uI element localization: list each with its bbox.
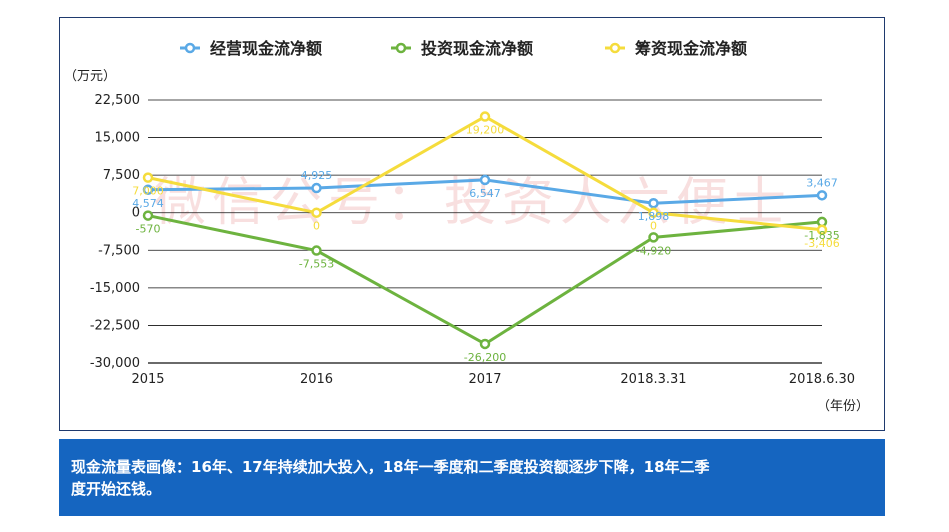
- data-label: 1,898: [638, 210, 670, 223]
- data-label: -1,835: [804, 229, 839, 242]
- legend-label: 筹资现金流净额: [635, 39, 747, 58]
- watermark-text: 微信公号：投资人六便士: [154, 173, 792, 233]
- data-point: [648, 232, 659, 243]
- line-chart: 微信公号：投资人六便士 22,500 15,000 7,500 0 -7,500 -15,0…: [64, 39, 869, 414]
- x-tick-label: 2016: [300, 372, 333, 387]
- data-point: [311, 207, 322, 218]
- data-label: 0: [650, 220, 657, 233]
- data-label: 6,547: [469, 187, 501, 200]
- x-tick-label: 2018.6.30: [789, 372, 855, 387]
- summary-line-2: 度开始还钱。: [71, 480, 162, 498]
- data-point: [311, 245, 322, 256]
- legend-swatch-marker: [184, 42, 196, 54]
- legend-label: 投资现金流净额: [421, 39, 533, 58]
- data-label: 0: [313, 220, 320, 233]
- data-point: [142, 184, 154, 196]
- data-label: -7,553: [299, 258, 334, 271]
- y-tick-label: -22,500: [90, 318, 140, 333]
- data-point: [479, 111, 491, 122]
- data-point: [816, 224, 828, 236]
- data-label: 3,467: [806, 176, 838, 189]
- data-label: 4,574: [132, 197, 164, 210]
- y-axis-unit: （万元）: [64, 69, 116, 84]
- data-label: -26,200: [464, 351, 506, 364]
- x-tick-label: 2017: [468, 372, 501, 387]
- y-tick-label: 0: [132, 206, 140, 221]
- chart-frame: 微信公号：投资人六便士 22,500 15,000 7,500 0 -7,500 -15,0…: [59, 17, 885, 431]
- data-point: [648, 207, 659, 218]
- x-axis-unit: （年份）: [817, 399, 869, 414]
- y-tick-label: 7,500: [103, 168, 140, 183]
- data-point: [648, 197, 659, 209]
- summary-box: 现金流量表画像：16年、17年持续加大投入，18年一季度和二季度投资额逐步下降，…: [59, 439, 885, 516]
- data-label: 19,200: [466, 124, 505, 137]
- legend-label: 经营现金流净额: [210, 39, 322, 58]
- series-line-1: [147, 214, 823, 346]
- legend-swatch-marker: [395, 42, 407, 54]
- y-tick-label: -7,500: [98, 243, 140, 258]
- legend-swatch-marker: [609, 42, 621, 54]
- data-label: -3,406: [804, 237, 839, 250]
- data-label: -570: [136, 223, 161, 236]
- y-tick-label: 15,000: [95, 131, 141, 146]
- data-point: [142, 172, 154, 183]
- data-label: -4,920: [636, 244, 671, 257]
- x-tick-label: 2018.3.31: [620, 372, 686, 387]
- data-point: [311, 182, 322, 194]
- data-point: [479, 174, 491, 186]
- data-point: [142, 210, 154, 221]
- data-label: 4,925: [301, 169, 333, 182]
- data-point: [479, 338, 491, 350]
- y-tick-label: -30,000: [90, 356, 140, 371]
- x-tick-label: 2015: [131, 372, 164, 387]
- y-tick-label: -15,000: [90, 281, 140, 296]
- y-tick-label: 22,500: [95, 93, 141, 108]
- summary-line-1: 现金流量表画像：16年、17年持续加大投入，18年一季度和二季度投资额逐步下降，…: [71, 458, 710, 476]
- data-label: 7,000: [132, 185, 164, 198]
- data-point: [816, 190, 828, 201]
